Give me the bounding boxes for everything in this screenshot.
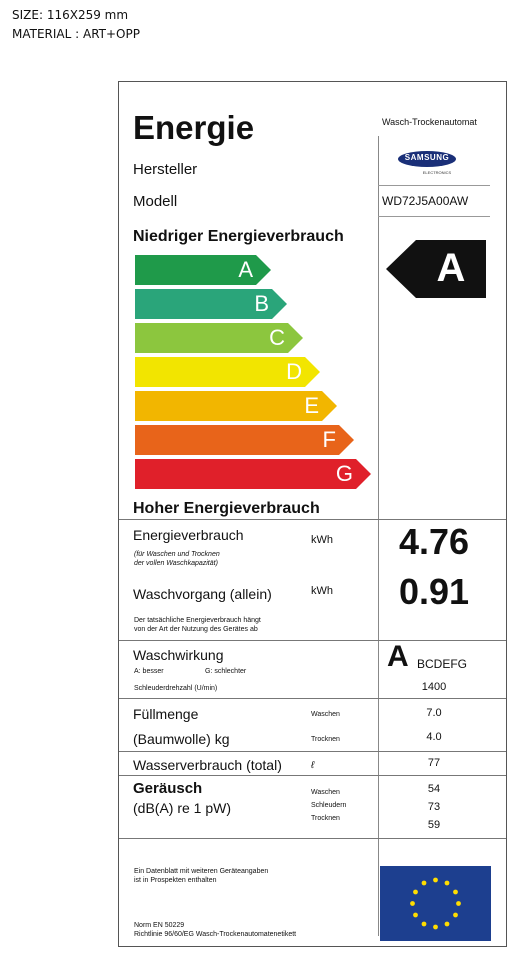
wash-note-1: Der tatsächliche Energieverbrauch hängt (134, 617, 261, 624)
class-letter-b: B (254, 291, 269, 316)
class-letter-d: D (286, 359, 302, 384)
rating-arrow: A (386, 240, 486, 298)
divider (119, 698, 506, 699)
class-bar-e: E (135, 391, 337, 421)
eu-flag-icon (380, 866, 491, 941)
water-label: Wasserverbrauch (total) (133, 757, 282, 773)
class-letter-a: A (238, 257, 253, 282)
column-divider (378, 136, 379, 936)
wash-label: Waschvorgang (allein) (133, 586, 272, 602)
class-bar-c: C (135, 323, 303, 353)
noise-spin-label: Schleudern (311, 802, 347, 809)
class-letter-e: E (304, 393, 319, 418)
scale-bottom-label: Hoher Energieverbrauch (133, 500, 320, 517)
class-bar-b: B (135, 289, 287, 319)
class-letter-f: F (322, 427, 336, 452)
performance-best: A: besser (134, 668, 164, 675)
divider (378, 216, 490, 217)
class-letter-g: G (335, 461, 353, 486)
size-spec: SIZE: 116X259 mm (12, 8, 129, 22)
rating-letter: A (436, 246, 466, 290)
manufacturer-label: Hersteller (133, 161, 198, 178)
spin-value: 1400 (421, 681, 447, 693)
divider (378, 185, 490, 186)
divider (119, 751, 506, 752)
material-spec: MATERIAL : ART+OPP (12, 27, 140, 41)
class-bar-g: G (135, 459, 371, 489)
divider (119, 640, 506, 641)
capacity-label-1: Füllmenge (133, 706, 199, 722)
water-unit: ℓ (311, 760, 315, 771)
noise-sub: (dB(A) re 1 pW) (133, 800, 232, 816)
water-value: 77 (427, 757, 441, 769)
divider (119, 838, 506, 839)
class-letter-c: C (269, 325, 285, 350)
noise-wash-label: Waschen (311, 789, 340, 796)
capacity-wash-label: Waschen (311, 711, 340, 718)
divider (119, 519, 506, 520)
energy-unit: kWh (311, 534, 333, 546)
appliance-type: Wasch-Trockenautomat (382, 117, 477, 127)
noise-spin-value: 73 (427, 801, 441, 813)
noise-label: Geräusch (133, 780, 203, 797)
footer-directive: Richtlinie 96/60/EG Wasch-Trockenautomat… (134, 931, 297, 938)
capacity-dry-value: 4.0 (426, 731, 442, 743)
divider (119, 775, 506, 776)
brand-name: SAMSUNG (404, 153, 450, 162)
model-value: WD72J5A00AW (382, 194, 469, 208)
spin-label: Schleuderdrehzahl (U/min) (134, 685, 218, 692)
wash-note-2: von der Art der Nutzung des Gerätes ab (134, 626, 258, 633)
model-label: Modell (133, 193, 178, 210)
wash-value: 0.91 (398, 571, 470, 612)
footer-info-1: Ein Datenblatt mit weiteren Geräteangabe… (134, 868, 269, 875)
energy-value: 4.76 (398, 521, 470, 562)
class-bar-a: A (135, 255, 271, 285)
wash-unit: kWh (311, 585, 333, 597)
brand-sub: ELECTRONICS (422, 170, 452, 175)
noise-wash-value: 54 (427, 783, 441, 795)
capacity-dry-label: Trocknen (311, 736, 340, 743)
class-bar-d: D (135, 357, 320, 387)
energy-note-1: (für Waschen und Trocknen (134, 551, 220, 558)
performance-worst: G: schlechter (205, 668, 247, 675)
scale-top-label: Niedriger Energieverbrauch (133, 228, 344, 245)
label-title: Energie (133, 109, 255, 146)
energy-note-2: der vollen Waschkapazität) (134, 560, 218, 567)
noise-dry-value: 59 (427, 819, 441, 831)
performance-class-big: A (387, 640, 409, 673)
samsung-logo: SAMSUNG ELECTRONICS (397, 150, 457, 175)
footer-info-2: ist in Prospekten enthalten (134, 877, 217, 884)
footer-norm: Norm EN 50229 (134, 922, 185, 929)
noise-dry-label: Trocknen (311, 815, 340, 822)
energy-label (118, 81, 507, 947)
capacity-label-2: (Baumwolle) kg (133, 731, 230, 747)
energy-label-text: Energieverbrauch (133, 527, 244, 543)
class-bar-f: F (135, 425, 354, 455)
capacity-wash-value: 7.0 (426, 707, 442, 719)
performance-label: Waschwirkung (133, 647, 224, 663)
performance-class-rest: BCDEFG (417, 657, 468, 671)
